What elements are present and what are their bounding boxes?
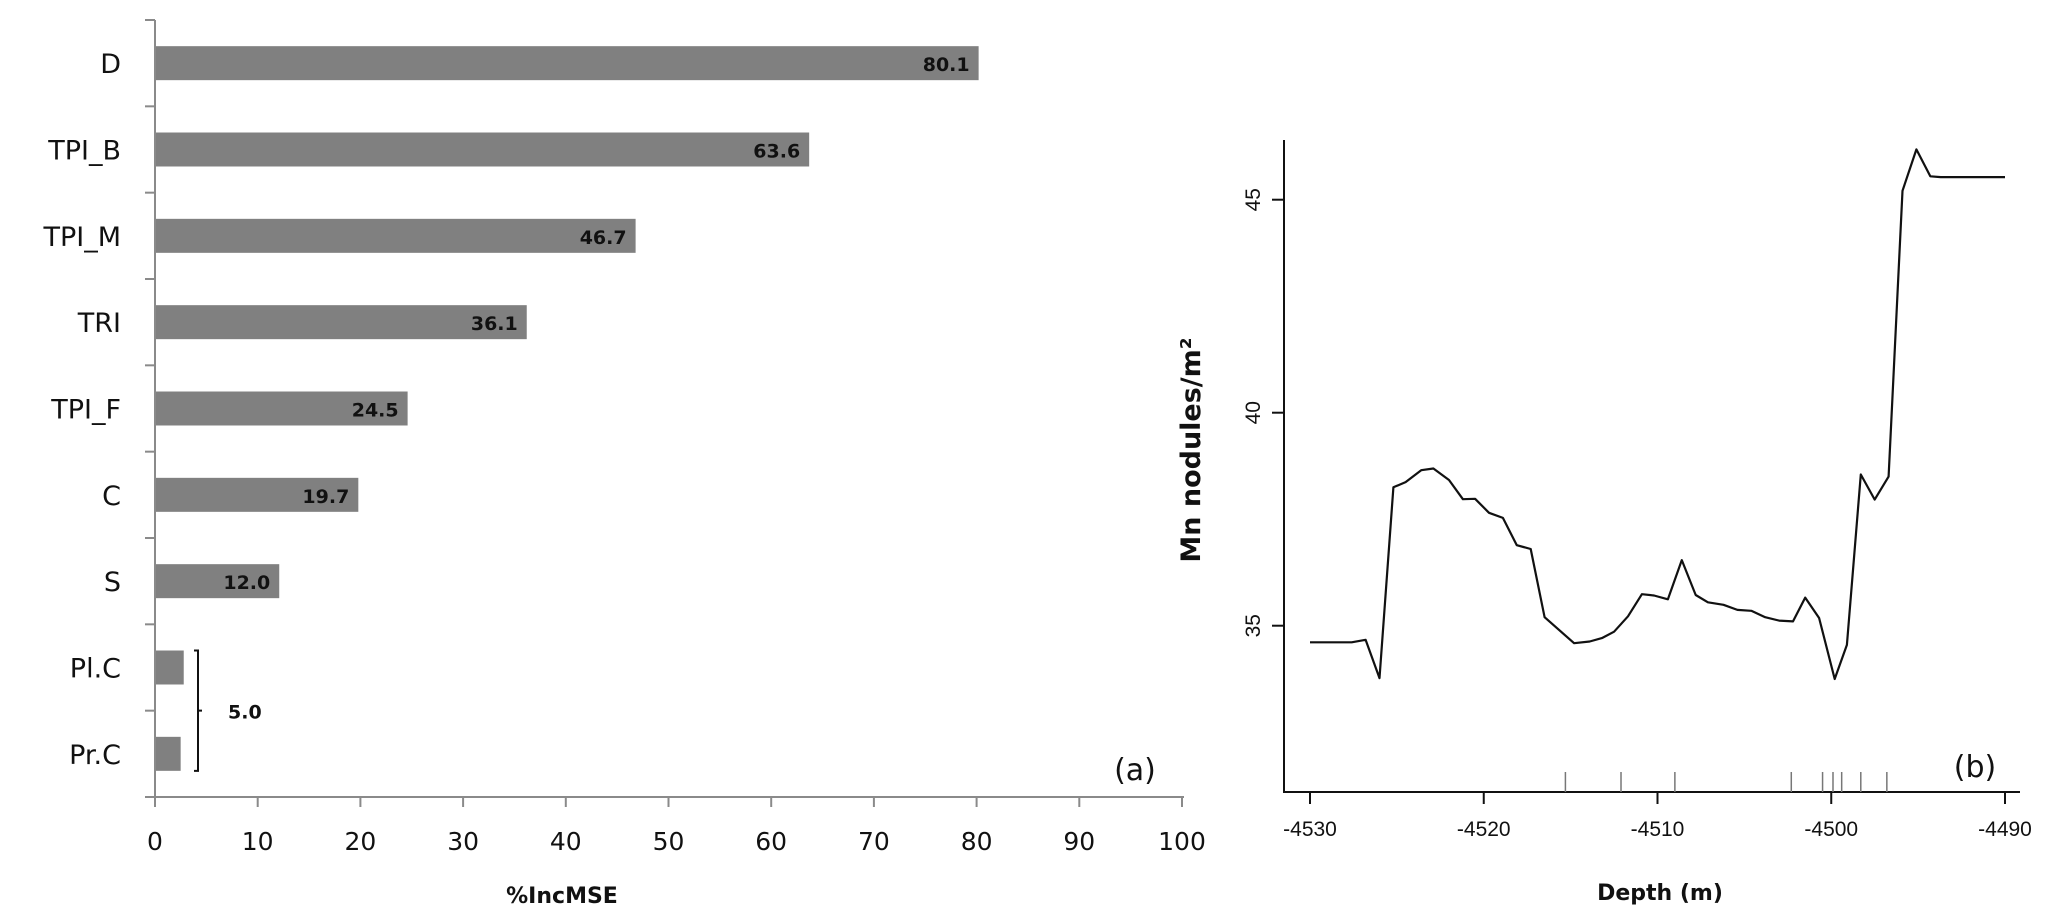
data-label: 36.1 <box>471 313 518 335</box>
bar-tpi-b <box>156 132 810 167</box>
panel-label-a: (a) <box>1114 753 1156 788</box>
group-label: 5.0 <box>228 702 262 724</box>
data-label: 63.6 <box>753 141 800 163</box>
bar-tri <box>156 305 527 340</box>
data-label: 12.0 <box>223 572 270 594</box>
y-tick-label: 45 <box>1242 188 1265 211</box>
bar-pl-c <box>156 650 184 685</box>
data-label: 80.1 <box>923 54 970 76</box>
x-axis-title: %IncMSE <box>506 884 618 909</box>
group-bracket <box>194 649 202 772</box>
x-tick-label: 50 <box>653 827 685 856</box>
x-tick-label: 60 <box>755 827 787 856</box>
bar-pr-c <box>156 736 181 771</box>
series-line <box>1310 148 2005 681</box>
category-label: TPI_F <box>50 395 121 426</box>
category-label: C <box>102 481 121 512</box>
category-label: Pl.C <box>70 654 121 685</box>
x-tick-label: -4520 <box>1457 818 1511 841</box>
category-label: TRI <box>77 308 121 339</box>
y-tick-label: 35 <box>1242 614 1265 637</box>
line-chart-panel-b: 35 40 45 -4530 -4520 -4510 -4500 -4490 Mn nodul… <box>1176 140 2032 906</box>
x-tick-label: -4490 <box>1978 818 2032 841</box>
category-label: TPI_M <box>42 222 121 253</box>
bar-c <box>156 477 359 512</box>
category-label: S <box>104 567 121 598</box>
bar-tpi-f <box>156 391 408 426</box>
y-axis-title: Mn nodules/m² <box>1176 337 1207 562</box>
y-tick-label: 40 <box>1242 401 1265 424</box>
x-tick-label: -4500 <box>1804 818 1858 841</box>
x-tick-label: -4510 <box>1631 818 1685 841</box>
x-tick-label: 100 <box>1158 827 1206 856</box>
data-label: 46.7 <box>580 227 627 249</box>
bar-chart-panel-a: D 80.1 TPI_B 63.6 TPI_M 46.7 TRI 36.1 TPI_F 24.5 C… <box>42 19 1206 909</box>
category-label: TPI_B <box>47 136 121 167</box>
x-tick-label: 10 <box>242 827 274 856</box>
x-tick-label: 0 <box>147 827 163 856</box>
data-label: 19.7 <box>302 486 349 508</box>
category-label: D <box>100 49 121 80</box>
x-tick-label: 20 <box>344 827 376 856</box>
x-tick-label: 40 <box>550 827 582 856</box>
x-tick-label: 90 <box>1063 827 1095 856</box>
data-label: 24.5 <box>352 400 399 422</box>
x-tick-label: 80 <box>961 827 993 856</box>
bar-tpi-m <box>156 218 636 253</box>
category-label: Pr.C <box>69 740 121 771</box>
x-tick-label: 70 <box>858 827 890 856</box>
x-axis-title: Depth (m) <box>1597 881 1723 906</box>
bar-d <box>156 46 979 81</box>
bar-s <box>156 564 280 599</box>
panel-label-b: (b) <box>1954 750 1996 785</box>
x-tick-label: -4530 <box>1283 818 1337 841</box>
x-tick-label: 30 <box>447 827 479 856</box>
